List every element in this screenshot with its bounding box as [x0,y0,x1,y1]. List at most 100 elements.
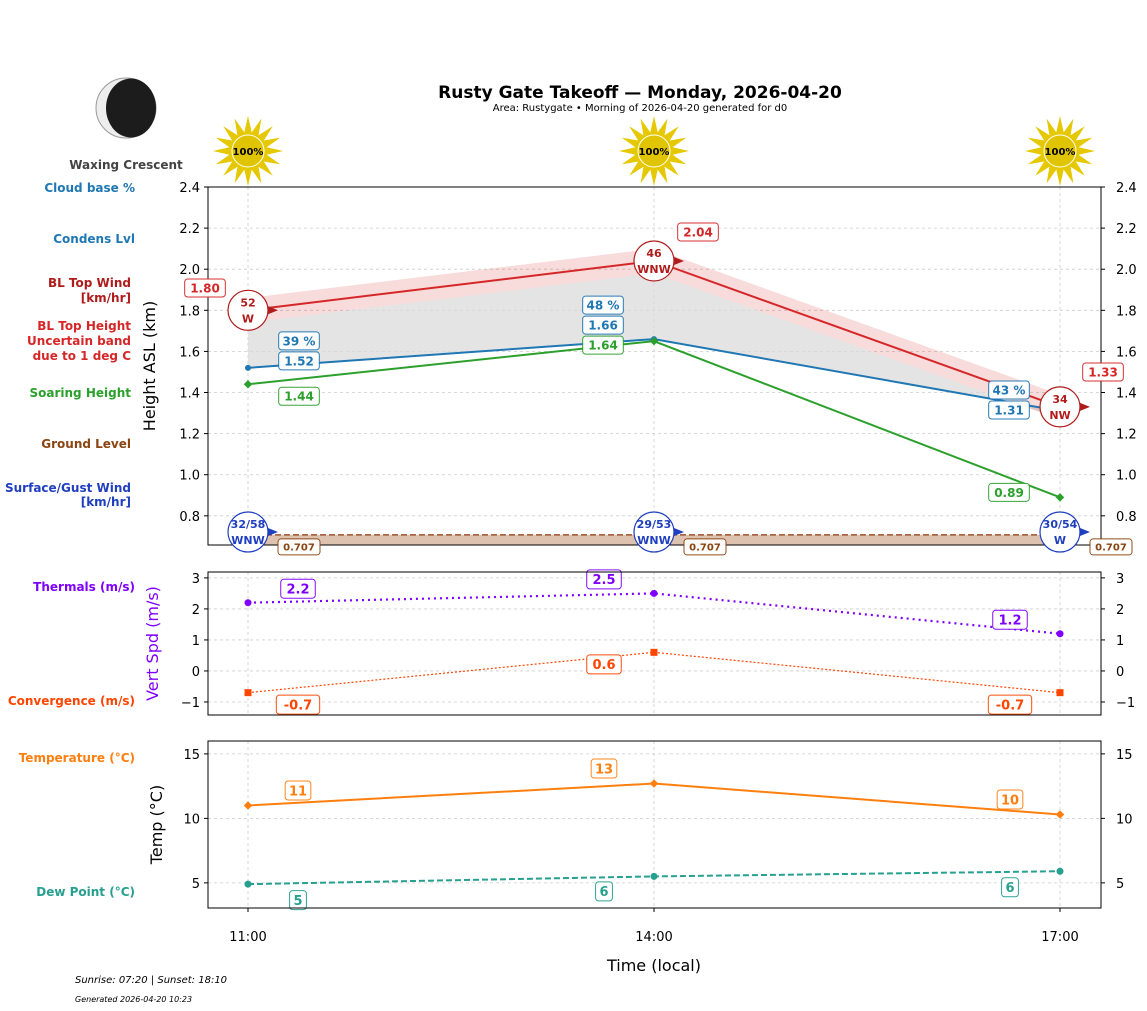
surface-wind-speed: 32/58 [231,518,266,531]
convergence-marker [650,648,658,656]
surface-wind-direction: WNW [231,534,264,547]
ground-label-box [1089,538,1133,556]
side-label: Condens Lvl [53,232,135,246]
soaring-marker [1055,493,1065,502]
dew-point-label: 6 [1005,881,1014,896]
sun-disc [231,134,265,168]
bl-top-label: 2.04 [683,225,713,239]
cloud-base-pct-label: 48 % [587,299,620,313]
y-tick-label-right: 2.4 [1116,181,1137,196]
y-tick-label: 1 [192,634,200,649]
temperature-label: 13 [595,762,613,777]
y-tick-label: 10 [183,812,200,827]
y-tick-label-right: 2 [1116,603,1124,618]
temperature-marker [243,801,253,810]
condens-label: 1.66 [588,319,618,333]
soaring-marker [243,380,253,389]
y-tick-label: 1.2 [179,428,200,443]
y-tick-label: 1.0 [179,469,200,484]
y-axis-label: Temp (°C) [147,785,166,865]
dew-point-marker [650,872,658,880]
chart-title: Rusty Gate Takeoff — Monday, 2026-04-20 [438,83,842,103]
bl-top-wind-speed: 46 [646,247,662,260]
y-tick-label-right: 2.2 [1116,222,1137,237]
plot-frame [207,571,1102,716]
y-tick-label-right: 10 [1116,812,1133,827]
convergence-label: -0.7 [284,698,312,713]
soaring-label: 1.64 [588,339,618,353]
y-tick-label-right: 0 [1116,665,1124,680]
bl-top-label-box [1082,362,1124,382]
bl-top-label-box [184,278,226,298]
surface-wind-direction: W [1054,534,1066,547]
thermals-label-box [992,609,1028,630]
condens-label: 1.31 [994,403,1024,417]
y-tick-label-right: 3 [1116,572,1124,587]
temperature-marker [649,779,659,788]
bl-top-label: 1.33 [1088,365,1118,379]
y-tick-label-right: 2.0 [1116,263,1137,278]
ground-label: 0.707 [689,543,721,554]
soaring-label: 1.44 [284,390,314,404]
bl-top-wind-speed: 52 [240,296,255,309]
cloud-gap-fill [248,273,1060,420]
bl-top-wind-arrow-icon [674,256,684,265]
temperature-label: 11 [289,784,307,799]
sunrise-sunset: Sunrise: 07:20 | Sunset: 18:10 [75,975,228,986]
x-tick-label: 11:00 [229,930,266,945]
y-tick-label-right: 1 [1116,634,1124,649]
convergence-label: 0.6 [592,658,615,673]
ground-label: 0.707 [283,543,315,554]
convergence-label-box [275,694,321,715]
bl-top-wind-direction: W [242,312,254,325]
y-tick-label: 15 [183,748,200,763]
temperature-label: 10 [1001,793,1019,808]
y-tick-label: 1.8 [179,304,200,319]
thermals-marker [1056,630,1064,638]
y-tick-label: 2.4 [179,181,200,196]
y-tick-label-right: −1 [1116,696,1135,711]
dew-point-marker [1056,867,1064,875]
dew-point-marker [244,880,252,888]
moon-shadow [106,78,156,138]
sun-percent: 100% [1045,147,1076,158]
temperature-label-box [996,789,1024,810]
y-tick-label: 2.0 [179,263,200,278]
cloud-base-pct-label-box [988,380,1030,400]
x-tick-label: 14:00 [635,930,672,945]
convergence-marker [244,689,252,697]
y-tick-label-right: 1.6 [1116,345,1137,360]
moon-phase-label: Waxing Crescent [69,158,183,172]
sun-disc [1043,134,1077,168]
thermals-label-box [586,569,622,590]
side-label-convergence: Convergence (m/s) [8,694,135,708]
bl-top-wind-arrow-icon [268,306,278,315]
condens-label-box [988,400,1030,420]
surface-wind-speed: 29/53 [637,518,672,531]
x-tick-label: 17:00 [1041,930,1078,945]
y-tick-label-right: 1.8 [1116,304,1137,319]
y-axis-label: Vert Spd (m/s) [143,586,162,701]
thermals-label: 2.2 [286,583,309,598]
bl-top-label: 1.80 [190,281,220,295]
y-tick-label: 1.6 [179,345,200,360]
y-tick-label: −1 [181,696,200,711]
ground-label-box [277,538,321,556]
temperature-marker [1055,810,1065,819]
side-label-temperature: Temperature (°C) [19,751,135,765]
convergence-label: -0.7 [996,698,1024,713]
chart-subtitle: Area: Rustygate • Morning of 2026-04-20 … [492,103,788,114]
y-tick-label-right: 1.2 [1116,428,1137,443]
y-tick-label: 2.2 [179,222,200,237]
surface-wind-arrow-icon [1080,528,1090,536]
sun-percent: 100% [639,147,670,158]
condens-marker [245,364,251,371]
side-label-thermals: Thermals (m/s) [33,580,135,594]
dew-point-label-box [595,881,613,902]
dew-point-label-box [289,890,307,911]
convergence-marker [1056,689,1064,697]
temperature-label-box [284,780,312,801]
convergence-label-box [987,694,1033,715]
cloud-base-pct-label: 43 % [993,383,1026,397]
surface-wind-direction: WNW [637,534,670,547]
